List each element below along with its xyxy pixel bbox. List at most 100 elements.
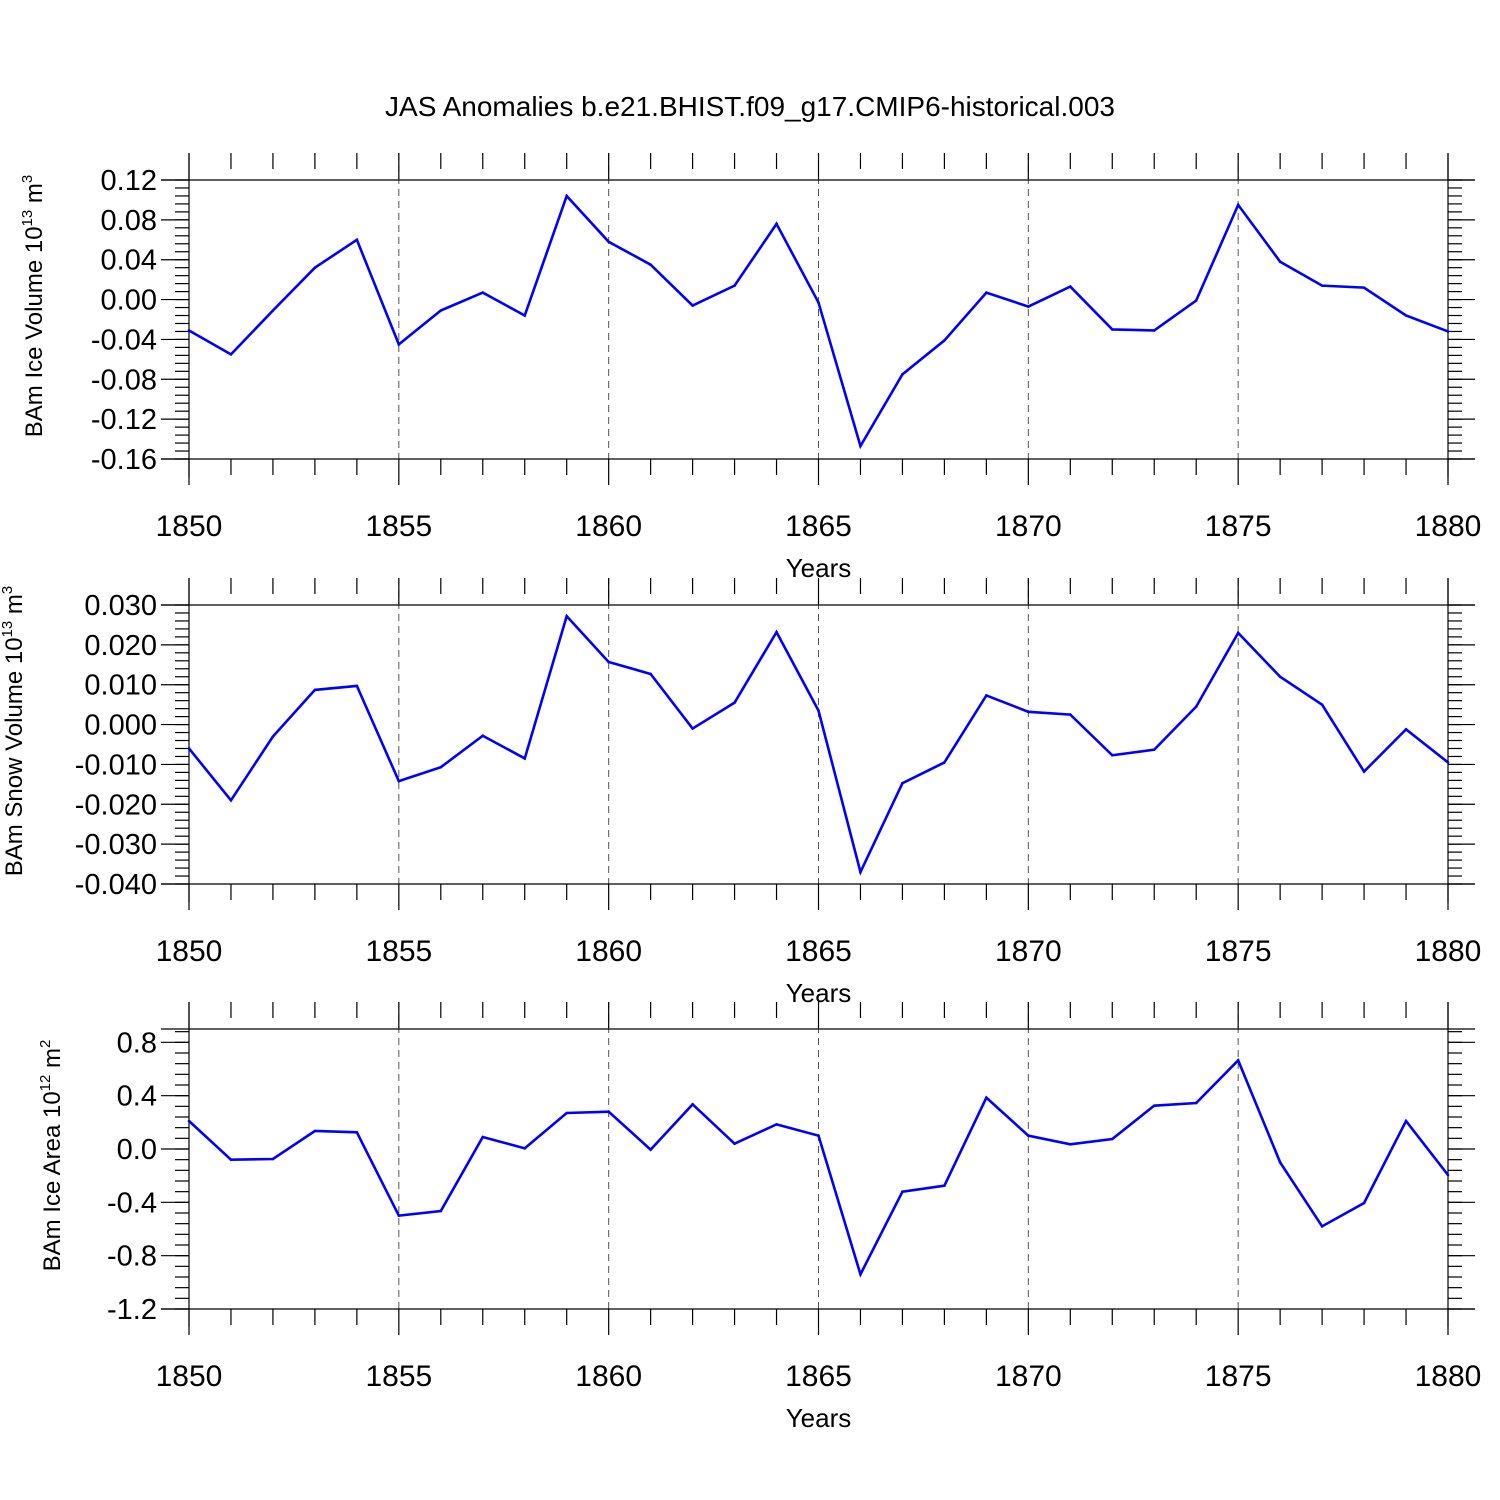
data-point <box>775 630 778 634</box>
data-point <box>901 373 904 376</box>
x-tick-label: 1850 <box>156 510 223 543</box>
data-point <box>1446 1173 1450 1177</box>
data-point <box>313 688 317 692</box>
data-point <box>943 1184 946 1187</box>
y-tick-label: -0.010 <box>75 749 157 781</box>
data-point <box>859 1273 862 1276</box>
y-tick-label: -1.2 <box>107 1294 157 1326</box>
y-tick-label: 0.030 <box>84 590 157 622</box>
y-axis-label: BAm Ice Volume 1013 m3 <box>19 175 48 437</box>
data-point <box>1362 286 1366 289</box>
data-point <box>1069 285 1072 288</box>
data-point <box>817 709 820 712</box>
y-axis-label-unit: m <box>1 594 28 621</box>
data-point <box>439 309 443 312</box>
data-point <box>985 291 988 294</box>
data-point <box>397 1214 401 1217</box>
data-point <box>1320 703 1324 706</box>
data-point <box>1446 761 1450 764</box>
x-tick-label: 1880 <box>1415 935 1482 968</box>
y-tick-label: -0.12 <box>91 404 157 436</box>
data-point <box>565 614 568 618</box>
x-tick-label: 1875 <box>1205 935 1272 968</box>
x-tick-label: 1860 <box>575 935 642 968</box>
y-axis-label: BAm Ice Area 1012 m2 <box>37 1040 66 1272</box>
x-tick-label: 1865 <box>785 510 852 543</box>
x-tick-label: 1865 <box>785 935 852 968</box>
data-point <box>1278 675 1282 679</box>
x-tick-label: 1875 <box>1205 510 1272 543</box>
data-point <box>733 701 736 704</box>
data-point <box>691 727 694 730</box>
data-point <box>1110 328 1114 331</box>
data-point <box>817 301 820 304</box>
data-point <box>1069 713 1072 716</box>
data-point <box>397 779 401 783</box>
panel-1: 0.12 0.08 0.04 0.00 -0.04 -0.08 -0.12 -0.16 1850… <box>19 153 1481 583</box>
panels: 0.12 0.08 0.04 0.00 -0.04 -0.08 -0.12 -0.16 1850… <box>0 153 1481 1433</box>
y-axis-label-unit-exponent: 3 <box>19 175 36 183</box>
data-point <box>271 309 275 312</box>
y-axis-label-unit-exponent: 3 <box>0 586 16 594</box>
y-tick-label: 0.0 <box>117 1134 157 1166</box>
data-point <box>1069 1143 1072 1146</box>
data-point <box>649 1148 652 1151</box>
x-tick-label: 1855 <box>365 510 432 543</box>
data-point <box>1110 1137 1114 1141</box>
x-tick-label: 1870 <box>995 510 1062 543</box>
data-point <box>1027 305 1030 308</box>
data-point <box>481 291 485 294</box>
y-tick-label: -0.08 <box>91 364 157 396</box>
data-point <box>691 1103 694 1106</box>
y-axis-label-exponent: 13 <box>19 210 36 227</box>
data-point <box>565 1111 568 1115</box>
data-point <box>1236 631 1240 635</box>
data-point <box>1404 314 1408 317</box>
data-point <box>355 684 359 688</box>
y-axis-label-text: BAm Snow Volume 10 <box>1 637 28 876</box>
y-axis-label-exponent: 12 <box>37 1075 54 1092</box>
y-tick-label: -0.8 <box>107 1241 157 1273</box>
data-point <box>733 1142 736 1145</box>
data-point <box>901 1190 904 1193</box>
x-tick-label: 1875 <box>1205 1360 1272 1393</box>
x-tick-label: 1865 <box>785 1360 852 1393</box>
data-point <box>901 781 904 785</box>
data-point <box>523 314 527 317</box>
data-point <box>439 765 443 769</box>
data-point <box>187 329 191 332</box>
y-tick-label: 0.000 <box>84 710 157 742</box>
data-point <box>355 1131 359 1134</box>
x-axis-label: Years <box>786 1403 852 1433</box>
data-point <box>1236 203 1240 207</box>
data-point <box>943 761 946 764</box>
data-point <box>1236 1059 1240 1062</box>
data-point <box>985 694 988 697</box>
data-point <box>313 266 317 269</box>
x-tick-label: 1855 <box>365 935 432 968</box>
data-point <box>1194 1101 1198 1105</box>
data-point <box>313 1129 317 1133</box>
data-point <box>1194 705 1198 708</box>
y-tick-label: -0.030 <box>75 829 157 861</box>
data-point <box>607 1110 610 1113</box>
y-tick-label: 0.010 <box>84 670 157 702</box>
data-point <box>229 353 233 356</box>
data-point <box>271 735 275 738</box>
data-point <box>943 339 946 342</box>
data-point <box>355 238 359 242</box>
data-point <box>1152 748 1156 751</box>
data-point <box>397 343 401 346</box>
data-point <box>775 222 778 226</box>
y-tick-label: 0.08 <box>101 205 157 237</box>
y-tick-label: -0.040 <box>75 869 157 901</box>
panel-3: 0.8 0.4 0.0 -0.4 -0.8 -1.2 1850 1855 1860 1865 187… <box>37 1002 1481 1433</box>
data-point <box>1194 299 1198 302</box>
data-point <box>817 1134 820 1137</box>
y-tick-label: -0.020 <box>75 789 157 821</box>
data-point <box>1110 753 1114 757</box>
data-point <box>1027 710 1030 714</box>
y-tick-label: 0.00 <box>101 285 157 317</box>
y-tick-label: 0.04 <box>101 245 157 277</box>
panel-2: 0.030 0.020 0.010 0.000 -0.010 -0.020 -0.030 -0… <box>0 578 1481 1008</box>
